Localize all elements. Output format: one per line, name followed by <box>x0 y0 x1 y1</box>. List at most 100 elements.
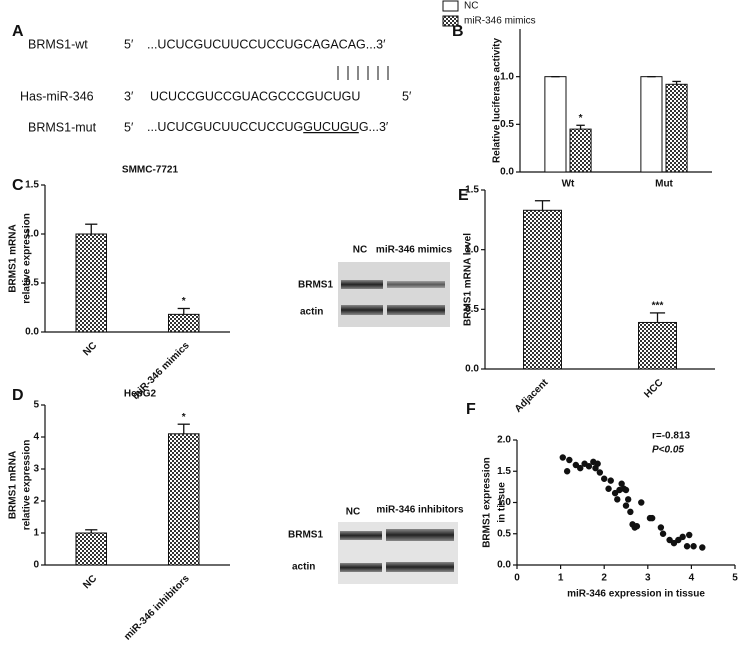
point <box>683 543 691 550</box>
y-tick-label: 0.0 <box>497 560 511 571</box>
x-tick-label: HCC <box>642 377 665 400</box>
y-axis-label: BRMS1 expression <box>482 457 493 548</box>
error-bar <box>85 223 98 234</box>
chart-title: SMMC-7721 <box>122 165 179 176</box>
point <box>563 468 571 475</box>
y-tick-label: 0.5 <box>497 528 511 539</box>
x-tick-label: 0 <box>514 573 520 584</box>
bar <box>638 321 677 370</box>
significance: * <box>182 412 186 423</box>
annotation: P<0.05 <box>652 445 684 456</box>
error-bar <box>649 312 666 323</box>
y-tick-label: 1.0 <box>500 71 514 82</box>
point <box>622 486 630 494</box>
blot-row: BRMS1 <box>288 530 323 541</box>
x-tick-label: 1 <box>558 573 564 584</box>
point <box>577 464 584 472</box>
seq-name: Has-miR-346 <box>20 89 94 103</box>
error-bar <box>534 200 551 211</box>
blot-band <box>387 281 445 288</box>
x-tick-label: NC <box>81 573 99 591</box>
point <box>679 533 686 541</box>
error-bar <box>672 80 681 85</box>
point <box>648 514 656 522</box>
point <box>633 523 641 530</box>
blot-band <box>386 529 454 541</box>
point <box>690 543 697 550</box>
y-tick-label: 1 <box>33 528 39 539</box>
bar <box>523 209 562 370</box>
point <box>699 544 706 551</box>
seq-end: 5′ <box>124 120 134 134</box>
x-tick-label: Mut <box>655 179 673 190</box>
y-tick-label: 1.0 <box>25 229 39 240</box>
error-bar <box>85 529 98 533</box>
bar <box>167 433 200 566</box>
y-axis-label: BRMS1 mRNA level <box>463 233 474 326</box>
error-bar <box>576 124 585 130</box>
point <box>627 508 634 516</box>
blot-lane: miR-346 inhibitors <box>376 505 464 516</box>
blot-band <box>386 562 454 572</box>
point <box>585 463 593 470</box>
y-tick-label: 0.0 <box>500 167 514 178</box>
y-tick-label: 1.5 <box>25 180 39 191</box>
panel-label: E <box>458 187 469 204</box>
blot-row: actin <box>292 562 315 573</box>
x-tick-label: NC <box>81 340 99 358</box>
x-tick-label: 3 <box>645 573 651 584</box>
blot-band <box>340 563 382 572</box>
y-tick-label: 1.5 <box>465 185 479 196</box>
x-tick-label: miR-346 inhibitors <box>122 573 192 643</box>
blot-row: BRMS1 <box>298 280 333 291</box>
point <box>618 480 625 487</box>
y-tick-label: 0 <box>33 560 39 571</box>
annotation: r=-0.813 <box>652 431 691 442</box>
bar <box>640 76 663 173</box>
bar <box>665 83 688 173</box>
significance: * <box>182 296 186 307</box>
blot-band <box>387 305 445 315</box>
error-bar <box>177 307 190 315</box>
point <box>605 485 612 492</box>
error-bar <box>177 423 190 434</box>
point <box>601 475 608 482</box>
y-tick-label: 0.0 <box>465 364 479 375</box>
panel-label: C <box>12 177 24 194</box>
y-tick-label: 0.5 <box>500 119 514 130</box>
point <box>596 469 604 476</box>
mutated-site: GUCUGU <box>303 120 359 134</box>
sequence-part: ...UCUCGUCUUCCUCCUG <box>147 120 303 134</box>
chart-title: HepG2 <box>124 389 157 400</box>
blot-band <box>340 531 382 540</box>
point <box>566 456 573 464</box>
base-pairing <box>337 66 389 80</box>
y-tick-label: 5 <box>33 400 39 411</box>
x-tick-label: Wt <box>562 179 575 190</box>
y-axis-label: in tissue <box>497 482 508 523</box>
y-axis-label: Relative luciferase activity <box>492 38 503 164</box>
x-tick-label: Adjacent <box>513 377 551 415</box>
x-tick-label: 4 <box>689 573 695 584</box>
blot-lane: NC <box>353 245 367 256</box>
x-tick-label: 5 <box>732 573 738 584</box>
y-tick-label: 1.0 <box>465 244 479 255</box>
x-tick-label: 2 <box>601 573 607 584</box>
y-axis-label: relative expression <box>22 440 33 531</box>
bar <box>167 313 200 333</box>
point <box>614 496 621 503</box>
point <box>624 496 632 503</box>
seq-end: 5′ <box>402 89 412 103</box>
x-axis-label: miR-346 expression in tissue <box>567 589 705 600</box>
y-tick-label: 2.0 <box>497 435 511 446</box>
y-tick-label: 1.0 <box>497 497 511 508</box>
sequence: ...UCUCGUCUUCCUCCUGGUCUGUG...3′ <box>147 120 389 134</box>
y-tick-label: 4 <box>33 432 39 443</box>
y-tick-label: 0.5 <box>25 278 39 289</box>
panel-label: A <box>12 23 24 40</box>
legend-swatch <box>442 0 459 12</box>
seq-name: BRMS1-wt <box>28 37 88 51</box>
bar <box>544 76 567 173</box>
panel-label: D <box>12 387 24 404</box>
